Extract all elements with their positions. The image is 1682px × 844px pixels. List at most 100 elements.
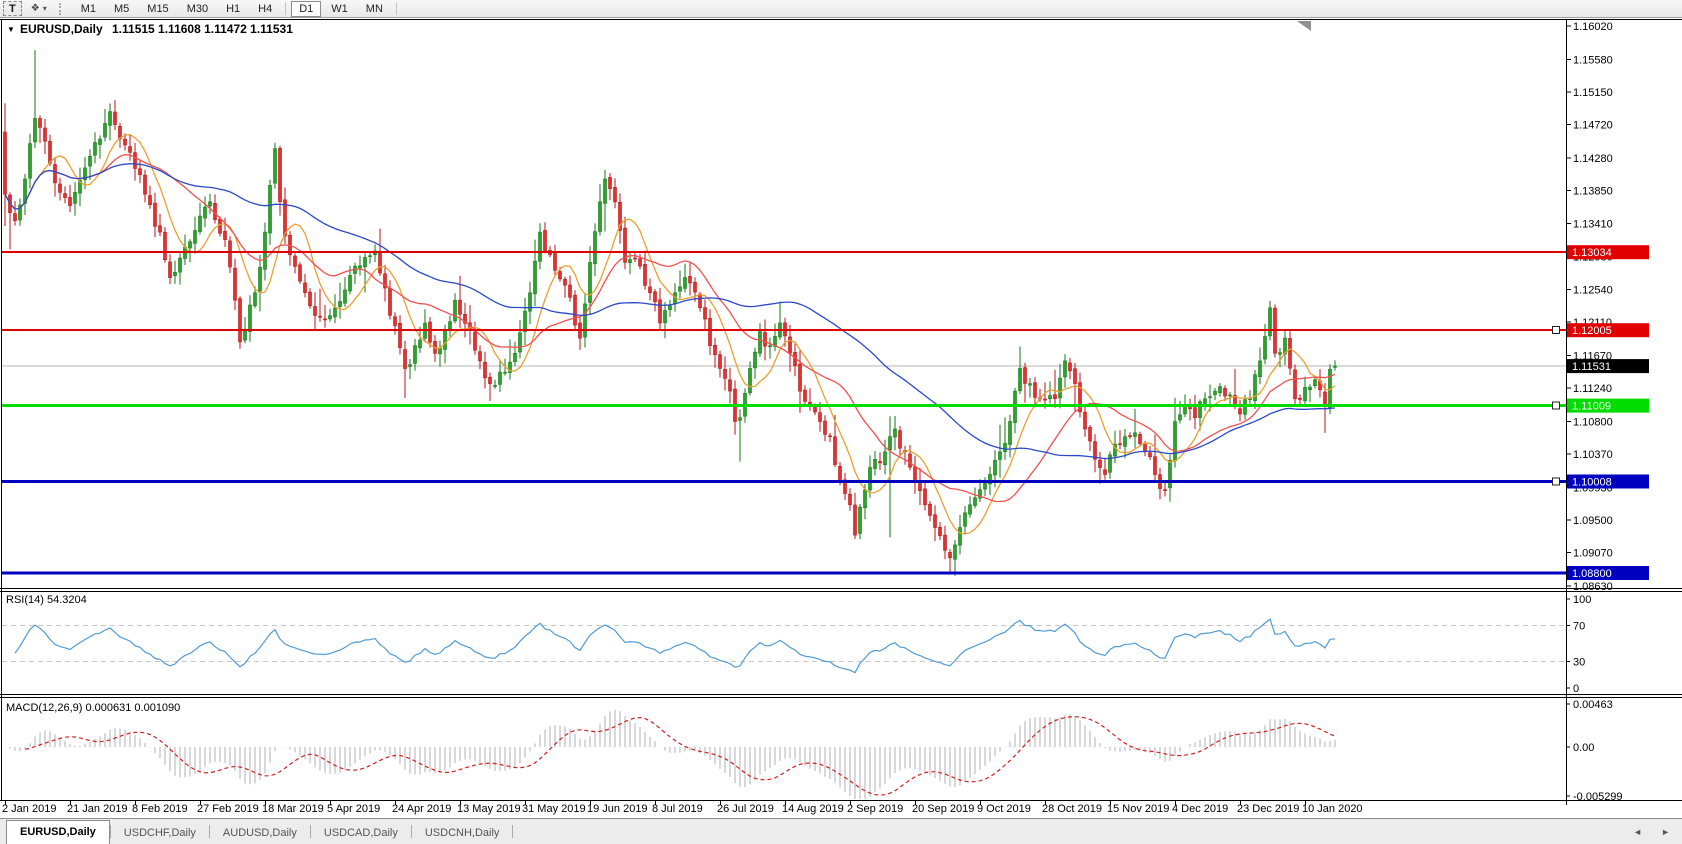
price-axis-label: 1.12540 xyxy=(1573,285,1613,297)
diamond-icon: ❖ xyxy=(30,3,40,14)
rsi-line xyxy=(14,618,1336,674)
rsi-axis-label: 100 xyxy=(1573,594,1591,606)
date-axis-label: 18 Mar 2019 xyxy=(262,803,324,815)
timeframe-button-m15[interactable]: M15 xyxy=(147,2,169,15)
current-price-box-label: 1.11531 xyxy=(1572,361,1611,373)
date-axis-label: 21 Jan 2019 xyxy=(67,803,128,815)
toolbar-separator xyxy=(395,2,397,15)
date-axis-label: 28 Oct 2019 xyxy=(1042,803,1102,815)
macd-signal-line xyxy=(24,716,1336,796)
date-axis-label: 4 Dec 2019 xyxy=(1172,803,1228,815)
date-axis-label: 19 Jun 2019 xyxy=(587,803,648,815)
line-price-1.08800-box-label: 1.08800 xyxy=(1572,568,1612,580)
tab-usdchf-daily[interactable]: USDCHF,Daily xyxy=(123,827,196,839)
macd-axis-label: 0.00463 xyxy=(1573,699,1613,711)
price-chart-canvas[interactable]: RSI(14) 54.3204 MACD(12,26,9) 0.000631 0.… xyxy=(0,0,1682,818)
date-axis-label: 23 Dec 2019 xyxy=(1237,803,1299,815)
line-handle-1.11009[interactable] xyxy=(1552,401,1560,410)
rsi-title: RSI(14) 54.3204 xyxy=(6,594,87,606)
price-axis-label: 1.11240 xyxy=(1573,383,1612,395)
date-axis-label: 10 Jan 2020 xyxy=(1302,803,1363,815)
date-axis-label: 2 Sep 2019 xyxy=(847,803,903,815)
tab-audusd-daily[interactable]: AUDUSD,Daily xyxy=(222,827,297,839)
date-axis-label: 24 Apr 2019 xyxy=(392,803,451,815)
tab-usdcad-daily[interactable]: USDCAD,Daily xyxy=(323,827,398,839)
date-axis-label: 9 Oct 2019 xyxy=(977,803,1031,815)
chevron-down-icon: ▾ xyxy=(42,4,47,13)
chart-symbol-title: EURUSD,Daily xyxy=(20,22,103,36)
tabs-scroll-left-button[interactable]: ◄ xyxy=(1633,827,1643,837)
tab-eurusd-daily[interactable]: EURUSD,Daily xyxy=(6,820,110,844)
timeframe-button-h4[interactable]: H4 xyxy=(258,2,273,15)
tab-scroll-arrows: ◄ ► xyxy=(1617,826,1670,838)
date-axis-label: 5 Apr 2019 xyxy=(327,803,380,815)
macd-histogram xyxy=(9,709,1336,799)
line-price-1.13034-box-label: 1.13034 xyxy=(1572,247,1612,259)
date-axis-label: 26 Jul 2019 xyxy=(717,803,774,815)
tab-separator xyxy=(208,825,210,838)
timeframe-button-m1[interactable]: M1 xyxy=(80,2,96,15)
date-axis-label: 14 Aug 2019 xyxy=(782,803,844,815)
timeframe-button-mn[interactable]: MN xyxy=(365,2,383,15)
line-price-1.12005-box-label: 1.12005 xyxy=(1572,325,1612,337)
chart-shift-marker[interactable] xyxy=(1297,21,1311,31)
chart-tab-bar: EURUSD,Daily USDCHF,Daily AUDUSD,Daily USDC… xyxy=(0,818,1682,844)
price-axis-label: 1.13410 xyxy=(1573,219,1613,231)
top-toolbar: T ❖ ▾ M1 M5 M15 M30 H1 H4 D1 W1 MN xyxy=(0,0,1682,18)
price-axis-label: 1.13850 xyxy=(1573,185,1613,197)
date-axis-label: 31 May 2019 xyxy=(522,803,586,815)
date-axis-label: 27 Feb 2019 xyxy=(197,803,259,815)
line-handle-1.10008[interactable] xyxy=(1552,477,1560,486)
arrow-tools-button[interactable]: ❖ ▾ xyxy=(25,1,53,16)
price-axis-label: 1.15580 xyxy=(1573,54,1613,66)
line-price-1.11009-box xyxy=(1567,398,1649,413)
tab-separator xyxy=(410,825,412,838)
timeframe-button-m5[interactable]: M5 xyxy=(114,2,130,15)
toolbar-separator xyxy=(285,2,287,15)
price-axis-label: 1.08630 xyxy=(1573,581,1613,593)
rsi-axis-label: 30 xyxy=(1573,656,1585,668)
tab-usdcnh-daily[interactable]: USDCNH,Daily xyxy=(424,827,500,839)
timeframe-button-w1[interactable]: W1 xyxy=(331,2,348,15)
macd-title: MACD(12,26,9) 0.000631 0.001090 xyxy=(6,702,180,714)
chart-tabs: EURUSD,Daily USDCHF,Daily AUDUSD,Daily USDC… xyxy=(6,819,514,844)
moving-average-55 xyxy=(4,163,1336,460)
price-axis-label: 1.14280 xyxy=(1573,153,1613,165)
date-axis-label: 8 Jul 2019 xyxy=(652,803,703,815)
price-axis-label: 1.15150 xyxy=(1573,87,1613,99)
toolbar-grip[interactable] xyxy=(58,2,65,15)
line-handle-1.12005[interactable] xyxy=(1552,326,1560,335)
moving-average-20 xyxy=(4,154,1336,503)
date-axis-label: 20 Sep 2019 xyxy=(912,803,974,815)
collapse-chart-icon: ▼ xyxy=(7,25,15,34)
current-price-box xyxy=(1567,359,1649,374)
line-price-1.10008-box-label: 1.10008 xyxy=(1572,476,1612,488)
text-tool-button[interactable]: T xyxy=(3,1,22,16)
macd-axis-label: -0.005299 xyxy=(1573,791,1623,803)
price-axis-label: 1.09070 xyxy=(1573,548,1613,560)
date-axis-label: 13 May 2019 xyxy=(457,803,521,815)
price-axis-label: 1.10370 xyxy=(1573,449,1613,461)
line-price-1.12005-box xyxy=(1567,323,1649,338)
price-axis-label: 1.09500 xyxy=(1573,515,1613,527)
tabs-scroll-right-button[interactable]: ► xyxy=(1661,827,1670,837)
chart-ohlc-values: 1.11515 1.11608 1.11472 1.11531 xyxy=(112,22,293,36)
timeframe-button-m30[interactable]: M30 xyxy=(186,2,209,15)
price-axis-label: 1.14720 xyxy=(1573,119,1613,131)
date-axis-label: 2 Jan 2019 xyxy=(2,803,56,815)
line-price-1.13034-box xyxy=(1567,245,1649,260)
tab-separator xyxy=(309,825,311,838)
date-axis-label: 8 Feb 2019 xyxy=(132,803,188,815)
line-price-1.08800-box xyxy=(1567,566,1649,580)
line-price-1.10008-box xyxy=(1567,474,1649,489)
text-tool-label: T xyxy=(9,2,16,15)
rsi-axis-label: 0 xyxy=(1573,683,1579,695)
timeframe-toolbar: M1 M5 M15 M30 H1 H4 D1 W1 MN xyxy=(72,0,401,18)
tab-separator xyxy=(512,825,514,838)
timeframe-button-h1[interactable]: H1 xyxy=(226,2,241,15)
price-axis-label: 1.10800 xyxy=(1573,416,1613,428)
timeframe-button-d1[interactable]: D1 xyxy=(291,0,322,17)
line-price-1.11009-box-label: 1.11009 xyxy=(1572,401,1611,413)
rsi-axis-label: 70 xyxy=(1573,621,1585,633)
